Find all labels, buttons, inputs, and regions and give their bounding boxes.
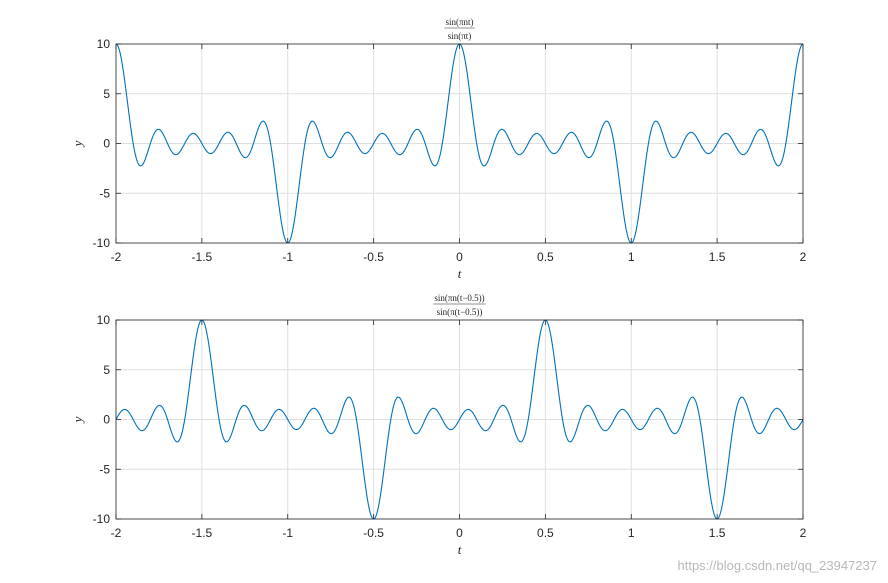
title-denominator: sin(π(t−0.5)) [437, 307, 483, 317]
title-numerator: sin(πn(t−0.5)) [434, 293, 484, 303]
x-tick-label: -2 [111, 526, 122, 540]
subplot-top: -2 -1.5 -1 -0.5 0 0.5 1 1.5 2 10 5 0 -5 -10 t y sin(πnt)… [70, 17, 807, 281]
y-axis-label: y [70, 140, 85, 148]
x-tick-label: 0.5 [537, 250, 554, 264]
x-tick-label: -1.5 [192, 250, 213, 264]
watermark-text: https://blog.csdn.net/qq_23947237 [678, 558, 878, 573]
x-tick-label: 1 [628, 250, 635, 264]
x-tick-label: 0 [456, 526, 463, 540]
y-tick-label: 5 [103, 87, 110, 101]
x-tick-label: 2 [800, 250, 807, 264]
title-numerator: sin(πnt) [445, 17, 473, 27]
x-tick-label: -0.5 [363, 526, 384, 540]
y-tick-label: -5 [99, 186, 110, 200]
x-tick-label: 1 [628, 526, 635, 540]
x-tick-label: 0.5 [537, 526, 554, 540]
y-tick-label: -10 [93, 236, 111, 250]
x-axis-label: t [458, 266, 462, 281]
y-tick-label: 10 [97, 313, 111, 327]
y-tick-label: 0 [103, 137, 110, 151]
y-axis-label: y [70, 416, 85, 424]
subplot-bottom: -2 -1.5 -1 -0.5 0 0.5 1 1.5 2 10 5 0 -5 -10 t y sin(πn(t… [70, 293, 807, 557]
x-tick-label: -1 [282, 526, 293, 540]
x-tick-label: 0 [456, 250, 463, 264]
y-tick-label: 10 [97, 37, 111, 51]
x-tick-label: 1.5 [709, 526, 726, 540]
y-tick-label: 0 [103, 413, 110, 427]
x-tick-label: 1.5 [709, 250, 726, 264]
y-tick-label: -5 [99, 462, 110, 476]
x-tick-label: -0.5 [363, 250, 384, 264]
x-tick-label: 2 [800, 526, 807, 540]
x-axis-label: t [458, 542, 462, 557]
series-line [115, 319, 804, 520]
x-tick-label: -1 [282, 250, 293, 264]
y-tick-label: -10 [93, 512, 111, 526]
y-tick-label: 5 [103, 363, 110, 377]
x-tick-label: -1.5 [192, 526, 213, 540]
title-denominator: sin(πt) [448, 31, 472, 41]
x-tick-label: -2 [111, 250, 122, 264]
